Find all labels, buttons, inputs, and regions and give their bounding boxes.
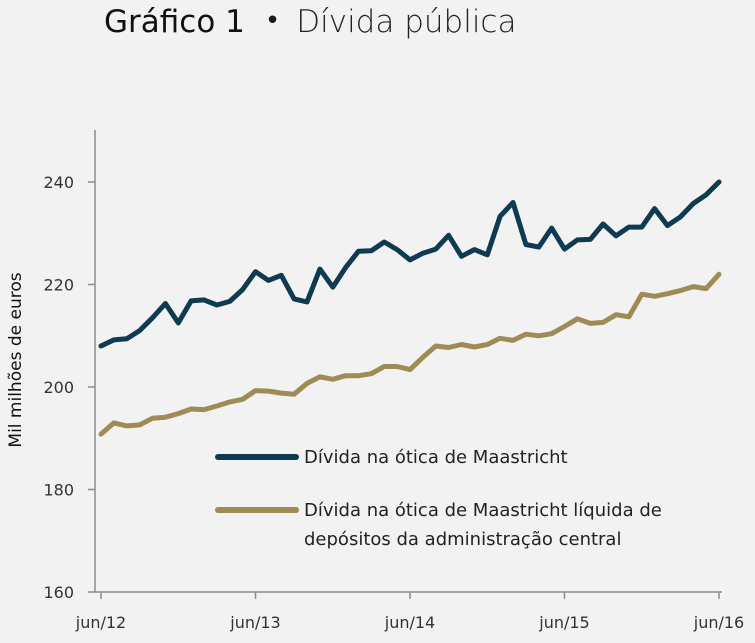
y-tick-label: 240 — [43, 173, 74, 192]
legend-label: Dívida na ótica de Maastricht líquida de — [304, 500, 662, 521]
y-axis-label: Mil milhões de euros — [6, 272, 26, 447]
series-line-1 — [98, 179, 722, 349]
title-bullet: • — [264, 6, 281, 36]
legend-label: depósitos da administração central — [304, 529, 621, 550]
y-tick-label: 220 — [43, 276, 74, 295]
tick-labels: 160 180 200 220 240 jun/12 jun/13 jun/14 jun/15 j… — [43, 173, 744, 632]
x-tick-label: jun/13 — [229, 613, 280, 632]
series-lines — [98, 179, 722, 437]
legend: Dívida na ótica de Maastricht Dívida na ó… — [215, 447, 662, 550]
chart-number: Gráfico 1 — [104, 4, 245, 40]
y-tick-label: 160 — [43, 583, 74, 602]
x-tick-label: jun/12 — [75, 613, 126, 632]
x-tick-label: jun/16 — [693, 613, 744, 632]
legend-label: Dívida na ótica de Maastricht — [304, 447, 568, 468]
x-tick-label: jun/14 — [384, 613, 435, 632]
axes — [88, 130, 722, 599]
chart-name: Dívida pública — [296, 4, 517, 40]
x-tick-label: jun/15 — [538, 613, 589, 632]
y-tick-label: 180 — [43, 481, 74, 500]
series-line-2 — [98, 271, 722, 437]
chart-title: Gráfico 1 • Dívida pública — [104, 4, 516, 40]
y-tick-label: 200 — [43, 378, 74, 397]
